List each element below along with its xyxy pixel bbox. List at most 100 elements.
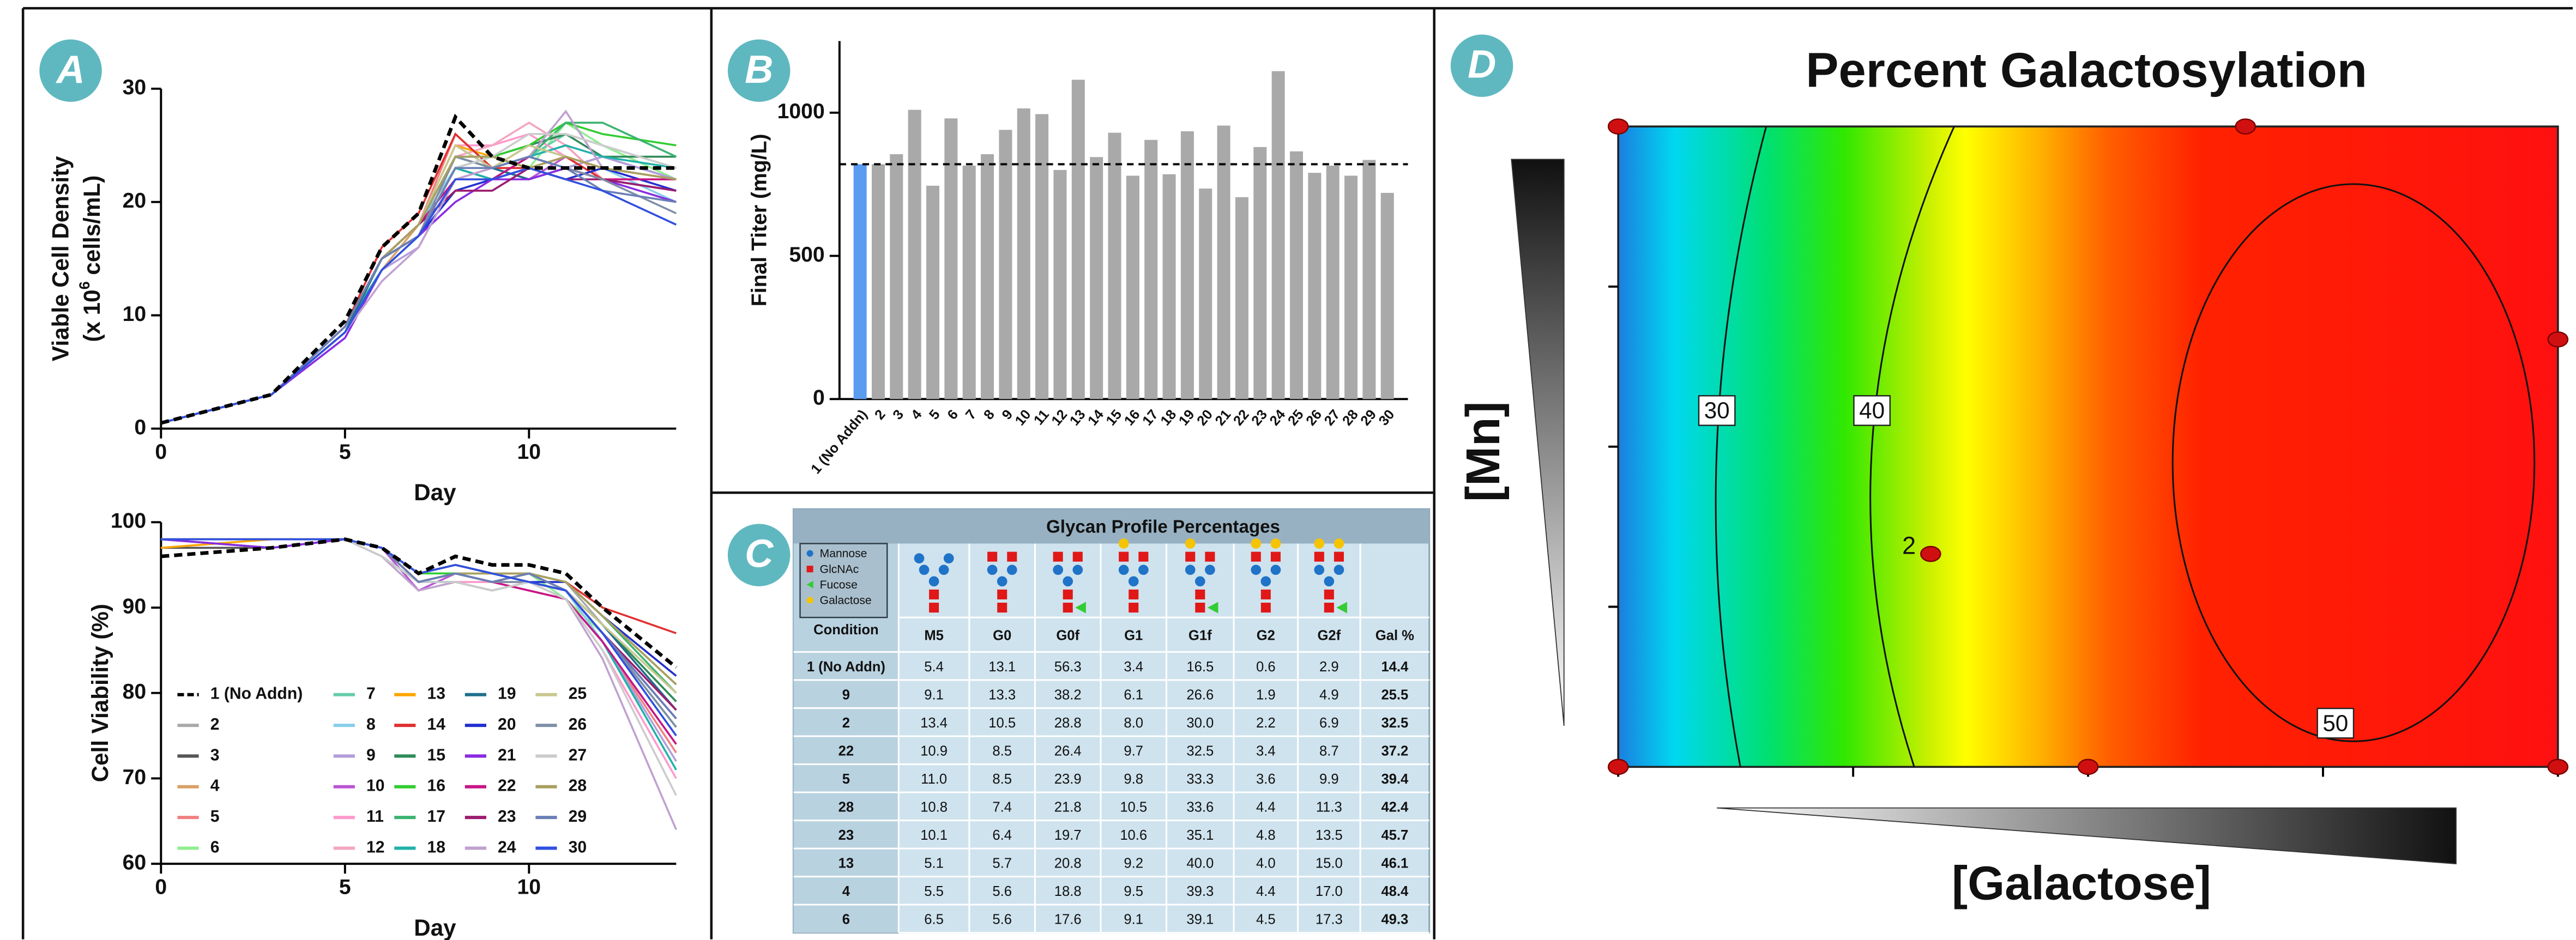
table-cell: 2.9 <box>1319 659 1339 675</box>
x-tick-label: 9 <box>999 407 1016 423</box>
glycan-symbol <box>1271 565 1281 575</box>
column-header: G2 <box>1257 628 1275 644</box>
legend-symbol <box>807 566 813 572</box>
column-header: G0 <box>993 628 1011 644</box>
glycan-symbol <box>1185 552 1195 562</box>
table-cell: 4.5 <box>1256 912 1276 927</box>
table-cell: 33.6 <box>1186 800 1214 815</box>
glycan-symbol <box>1138 565 1149 575</box>
legend-label: 8 <box>366 715 376 733</box>
table-cell: 26.4 <box>1054 744 1082 759</box>
x-tick-label: 3 <box>890 407 907 423</box>
table-cell: 10.6 <box>1120 828 1147 843</box>
table-cell: 18.8 <box>1054 884 1082 899</box>
bar <box>1017 108 1030 399</box>
table-cell: 6.4 <box>992 828 1012 843</box>
table-cell: 26.6 <box>1186 687 1214 702</box>
glycan-symbol <box>987 552 997 562</box>
glycan-symbol <box>1271 552 1281 562</box>
table-cell: 9.1 <box>1124 912 1143 927</box>
row-header: 23 <box>838 828 854 843</box>
x-axis-label: Day <box>414 915 456 940</box>
table-cell: 4.0 <box>1256 856 1276 871</box>
table-cell: 5.6 <box>992 884 1012 899</box>
legend-label: 24 <box>498 838 516 856</box>
table-cell: 19.7 <box>1054 828 1082 843</box>
bar <box>1072 80 1085 399</box>
bar <box>1290 151 1303 399</box>
point-label: 2 <box>1902 531 1916 559</box>
x-tick-label: 1 (No Addn) <box>808 407 870 477</box>
row-header: 2 <box>842 715 850 731</box>
glycan-symbol <box>1129 590 1138 599</box>
glycan-symbol <box>1053 565 1063 575</box>
y-axis-label-part: cells/mL) <box>79 175 105 282</box>
panel-label: C <box>745 532 774 576</box>
glycan-symbol <box>1260 576 1271 586</box>
y-tick-label: 0 <box>813 386 825 410</box>
table-cell: 10.1 <box>920 828 948 843</box>
panel-label: B <box>745 48 773 92</box>
bar <box>854 164 867 399</box>
table-cell: 13.4 <box>920 715 948 731</box>
data-line <box>161 145 676 423</box>
column-header: G1 <box>1124 628 1143 644</box>
glycan-symbol <box>1334 565 1344 575</box>
table-cell: 3.6 <box>1256 772 1276 787</box>
table-cell: 8.5 <box>992 744 1012 759</box>
legend-label: 4 <box>210 777 220 795</box>
design-point <box>2548 760 2568 774</box>
table-title: Glycan Profile Percentages <box>1046 517 1280 537</box>
glycan-symbol <box>1073 552 1083 562</box>
legend-label: 17 <box>427 808 445 826</box>
glycan-symbol <box>1314 538 1324 549</box>
table-cell: 8.7 <box>1319 744 1339 759</box>
row-header: 22 <box>838 744 854 759</box>
legend-label: 30 <box>569 838 587 856</box>
glycan-symbol <box>1271 538 1281 549</box>
glycan-symbol <box>1334 538 1344 549</box>
glycan-symbol <box>1138 552 1148 562</box>
row-header: 4 <box>842 884 850 899</box>
table-cell: 6.1 <box>1124 687 1143 702</box>
design-point <box>1608 760 1628 774</box>
mn-gradient-triangle <box>1511 159 1564 726</box>
heatmap <box>1618 126 2558 767</box>
legend-label: 19 <box>498 685 516 703</box>
legend-label: Mannose <box>820 548 867 560</box>
glycan-symbol <box>929 590 939 599</box>
bar <box>1253 147 1266 399</box>
contour-label: 30 <box>1704 398 1730 423</box>
design-point <box>1921 547 1940 561</box>
data-line <box>161 145 676 423</box>
table-cell: 40.0 <box>1186 856 1214 871</box>
table-cell: 23.9 <box>1054 772 1082 787</box>
table-cell: 8.5 <box>992 772 1012 787</box>
table-cell: 13.3 <box>988 687 1016 702</box>
legend-label: 22 <box>498 777 516 795</box>
bar <box>1217 125 1230 399</box>
data-line <box>161 145 676 423</box>
table-cell: 39.1 <box>1186 912 1214 927</box>
y-tick-label: 0 <box>134 416 146 439</box>
table-cell: 17.0 <box>1316 884 1343 899</box>
bar <box>872 164 885 399</box>
glycan-symbol <box>1053 552 1063 562</box>
legend-label: Galactose <box>820 595 872 607</box>
data-line <box>161 157 676 423</box>
y-axis-label-line: Viable Cell Density <box>48 156 74 361</box>
bar <box>890 154 903 399</box>
glycan-symbol <box>1185 538 1196 549</box>
data-line <box>161 168 676 423</box>
data-line <box>161 539 676 796</box>
bar <box>1035 114 1048 399</box>
row-header: 5 <box>842 772 850 787</box>
table-cell: 2.2 <box>1256 715 1276 731</box>
x-tick-label: 5 <box>339 440 351 464</box>
table-cell: 33.3 <box>1186 772 1214 787</box>
bar <box>963 166 976 399</box>
data-line <box>161 157 676 423</box>
row-header: 1 (No Addn) <box>807 659 885 675</box>
glycan-symbol <box>1119 552 1129 562</box>
table-cell: 9.2 <box>1124 856 1143 871</box>
